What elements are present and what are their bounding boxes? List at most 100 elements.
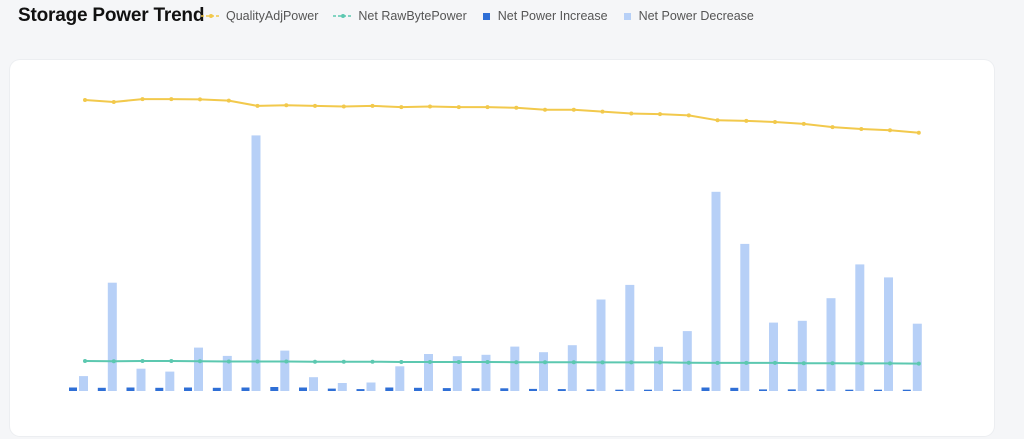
bar-net-power-decrease bbox=[769, 322, 778, 391]
point-net-raw-byte-power bbox=[198, 359, 202, 364]
point-quality-adj-power bbox=[888, 128, 892, 133]
point-quality-adj-power bbox=[686, 113, 691, 118]
bar-net-power-increase bbox=[471, 388, 480, 391]
point-net-raw-byte-power bbox=[83, 359, 87, 363]
bar-net-power-increase bbox=[356, 389, 365, 391]
point-quality-adj-power bbox=[284, 103, 289, 108]
bar-net-power-increase bbox=[500, 388, 509, 391]
bar-net-power-decrease bbox=[222, 355, 232, 391]
legend-label: Net RawBytePower bbox=[358, 9, 467, 23]
bar-net-power-decrease bbox=[797, 320, 807, 391]
legend-square-icon bbox=[623, 12, 631, 20]
bar-net-power-decrease bbox=[596, 299, 606, 391]
point-quality-adj-power bbox=[198, 97, 202, 102]
bar-net-power-decrease bbox=[337, 383, 347, 391]
point-net-raw-byte-power bbox=[370, 359, 375, 364]
point-quality-adj-power bbox=[543, 107, 547, 112]
bar-net-power-increase bbox=[529, 388, 537, 391]
point-net-raw-byte-power bbox=[428, 360, 432, 364]
point-quality-adj-power bbox=[313, 103, 317, 108]
bar-net-power-increase bbox=[730, 387, 739, 391]
bar-net-power-increase bbox=[902, 389, 911, 391]
bar-net-power-decrease bbox=[539, 352, 548, 391]
point-net-raw-byte-power bbox=[111, 359, 116, 364]
bar-net-power-increase bbox=[212, 387, 221, 391]
bar-net-power-increase bbox=[845, 389, 854, 391]
bar-net-power-decrease bbox=[366, 382, 376, 391]
point-net-raw-byte-power bbox=[859, 361, 864, 366]
bar-net-power-increase bbox=[385, 387, 394, 391]
point-quality-adj-power bbox=[83, 98, 87, 102]
point-net-raw-byte-power bbox=[888, 361, 892, 366]
point-quality-adj-power bbox=[571, 107, 576, 112]
legend-label: Net Power Increase bbox=[497, 9, 608, 23]
point-quality-adj-power bbox=[916, 130, 921, 135]
bar-net-power-increase bbox=[241, 387, 250, 391]
bar-net-power-increase bbox=[672, 389, 681, 391]
point-net-raw-byte-power bbox=[629, 360, 634, 365]
legend-label: QualityAdjPower bbox=[226, 9, 319, 23]
point-net-raw-byte-power bbox=[830, 361, 835, 366]
bar-net-power-increase bbox=[644, 389, 652, 391]
point-quality-adj-power bbox=[773, 120, 777, 124]
bar-net-power-decrease bbox=[79, 376, 88, 391]
bar-net-power-decrease bbox=[481, 354, 491, 391]
legend-item-net-power-increase[interactable]: Net Power Increase bbox=[481, 9, 608, 23]
bar-net-power-increase bbox=[327, 388, 336, 391]
bar-net-power-decrease bbox=[567, 345, 577, 391]
point-net-raw-byte-power bbox=[801, 361, 806, 366]
bar-net-power-decrease bbox=[424, 354, 433, 391]
legend-item-net-power-decrease[interactable]: Net Power Decrease bbox=[622, 9, 754, 23]
bar-net-power-increase bbox=[442, 388, 451, 391]
point-net-raw-byte-power bbox=[341, 359, 346, 364]
bar-net-power-decrease bbox=[452, 356, 462, 391]
point-quality-adj-power bbox=[169, 97, 174, 102]
point-quality-adj-power bbox=[456, 105, 461, 110]
bar-net-power-decrease bbox=[251, 135, 261, 391]
point-net-raw-byte-power bbox=[255, 359, 260, 364]
bar-net-power-decrease bbox=[510, 346, 520, 391]
bar-net-power-decrease bbox=[826, 298, 836, 391]
point-net-raw-byte-power bbox=[773, 360, 777, 365]
legend-square-icon bbox=[482, 12, 490, 20]
point-net-raw-byte-power bbox=[744, 360, 749, 365]
bar-net-power-decrease bbox=[855, 264, 865, 391]
point-net-raw-byte-power bbox=[514, 360, 519, 365]
bar-net-power-decrease bbox=[280, 350, 290, 391]
bar-net-power-decrease bbox=[136, 368, 146, 391]
point-quality-adj-power bbox=[859, 127, 864, 131]
bar-net-power-increase bbox=[759, 389, 767, 391]
point-quality-adj-power bbox=[801, 121, 806, 126]
point-quality-adj-power bbox=[514, 105, 519, 110]
bar-net-power-decrease bbox=[654, 346, 663, 391]
point-net-raw-byte-power bbox=[313, 359, 317, 364]
bar-net-power-increase bbox=[787, 389, 796, 391]
legend-label: Net Power Decrease bbox=[638, 9, 754, 23]
point-net-raw-byte-power bbox=[485, 360, 490, 364]
bar-net-power-increase bbox=[155, 387, 164, 391]
point-quality-adj-power bbox=[341, 104, 346, 109]
bar-net-power-decrease bbox=[625, 284, 635, 391]
bar-net-power-increase bbox=[701, 387, 710, 391]
bar-net-power-increase bbox=[69, 387, 77, 391]
point-quality-adj-power bbox=[715, 118, 720, 123]
bar-net-power-increase bbox=[97, 387, 106, 391]
point-quality-adj-power bbox=[485, 105, 490, 110]
point-quality-adj-power bbox=[111, 100, 116, 104]
legend-item-qualityadjpower[interactable]: QualityAdjPower bbox=[200, 9, 318, 23]
bar-net-power-increase bbox=[414, 387, 422, 391]
point-quality-adj-power bbox=[399, 105, 404, 110]
point-net-raw-byte-power bbox=[543, 360, 547, 365]
point-quality-adj-power bbox=[629, 111, 634, 116]
point-quality-adj-power bbox=[428, 104, 432, 109]
bar-net-power-increase bbox=[816, 389, 825, 391]
point-net-raw-byte-power bbox=[456, 360, 461, 364]
bar-net-power-decrease bbox=[884, 277, 893, 391]
point-net-raw-byte-power bbox=[169, 359, 174, 363]
bar-net-power-decrease bbox=[682, 331, 692, 391]
legend-item-net-rawbytepower[interactable]: Net RawBytePower bbox=[332, 9, 467, 23]
bar-net-power-decrease bbox=[740, 243, 750, 391]
point-quality-adj-power bbox=[226, 98, 231, 103]
bar-net-power-decrease bbox=[912, 323, 922, 391]
chart-header: Storage Power Trend QualityAdjPower Net R… bbox=[0, 0, 1024, 36]
